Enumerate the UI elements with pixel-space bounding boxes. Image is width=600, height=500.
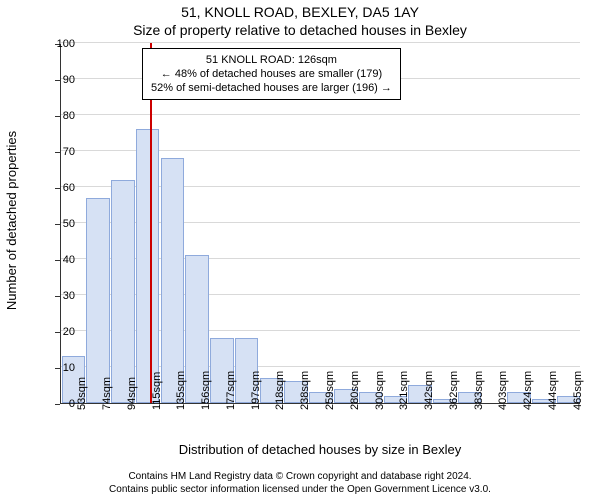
x-tick-label: 135sqm [175,371,187,410]
y-axis-label: Number of detached properties [4,0,20,440]
y-tick-label: 0 [45,399,75,410]
x-tick-label: 94sqm [126,377,138,410]
y-tick-label: 100 [45,39,75,50]
y-tick-label: 40 [45,255,75,266]
property-info-box: 51 KNOLL ROAD: 126sqm ← 48% of detached … [142,48,401,100]
y-tick-label: 70 [45,147,75,158]
x-tick-label: 300sqm [374,371,386,410]
y-tick-label: 10 [45,363,75,374]
y-tick-label: 50 [45,219,75,230]
infobox-line1: 51 KNOLL ROAD: 126sqm [151,53,392,67]
chart-title-line1: 51, KNOLL ROAD, BEXLEY, DA5 1AY [0,4,600,20]
x-tick-label: 53sqm [76,377,88,410]
infobox-line3: 52% of semi-detached houses are larger (… [151,81,392,95]
x-tick-label: 259sqm [324,371,336,410]
x-tick-label: 362sqm [448,371,460,410]
chart-footer: Contains HM Land Registry data © Crown c… [0,470,600,496]
x-tick-label: 156sqm [200,371,212,410]
footer-line2: Contains public sector information licen… [0,483,600,496]
histogram-bar [111,180,135,403]
chart-container: 51, KNOLL ROAD, BEXLEY, DA5 1AY Size of … [0,0,600,500]
x-tick-label: 238sqm [299,371,311,410]
chart-title-line2: Size of property relative to detached ho… [0,22,600,38]
histogram-bar [86,198,110,403]
gridline [61,114,580,115]
x-tick-label: 321sqm [398,371,410,410]
y-tick-label: 80 [45,111,75,122]
x-tick-label: 115sqm [151,372,163,410]
x-tick-label: 403sqm [497,371,509,410]
x-tick-label: 177sqm [225,371,237,410]
x-tick-label: 465sqm [572,371,584,410]
x-tick-label: 424sqm [522,371,534,410]
histogram-bar [136,129,160,403]
y-tick-label: 20 [45,327,75,338]
x-tick-label: 444sqm [547,371,559,410]
footer-line1: Contains HM Land Registry data © Crown c… [0,470,600,483]
y-tick-label: 60 [45,183,75,194]
x-tick-label: 342sqm [423,371,435,410]
infobox-line2: ← 48% of detached houses are smaller (17… [151,67,392,81]
histogram-bar [161,158,185,403]
x-tick-label: 218sqm [274,371,286,410]
y-tick-label: 30 [45,291,75,302]
gridline [61,42,580,43]
x-tick-label: 280sqm [349,371,361,410]
x-tick-label: 74sqm [101,377,113,410]
x-axis-label: Distribution of detached houses by size … [60,442,580,457]
y-tick-label: 90 [45,75,75,86]
x-tick-label: 383sqm [473,371,485,410]
x-tick-label: 197sqm [250,371,262,410]
